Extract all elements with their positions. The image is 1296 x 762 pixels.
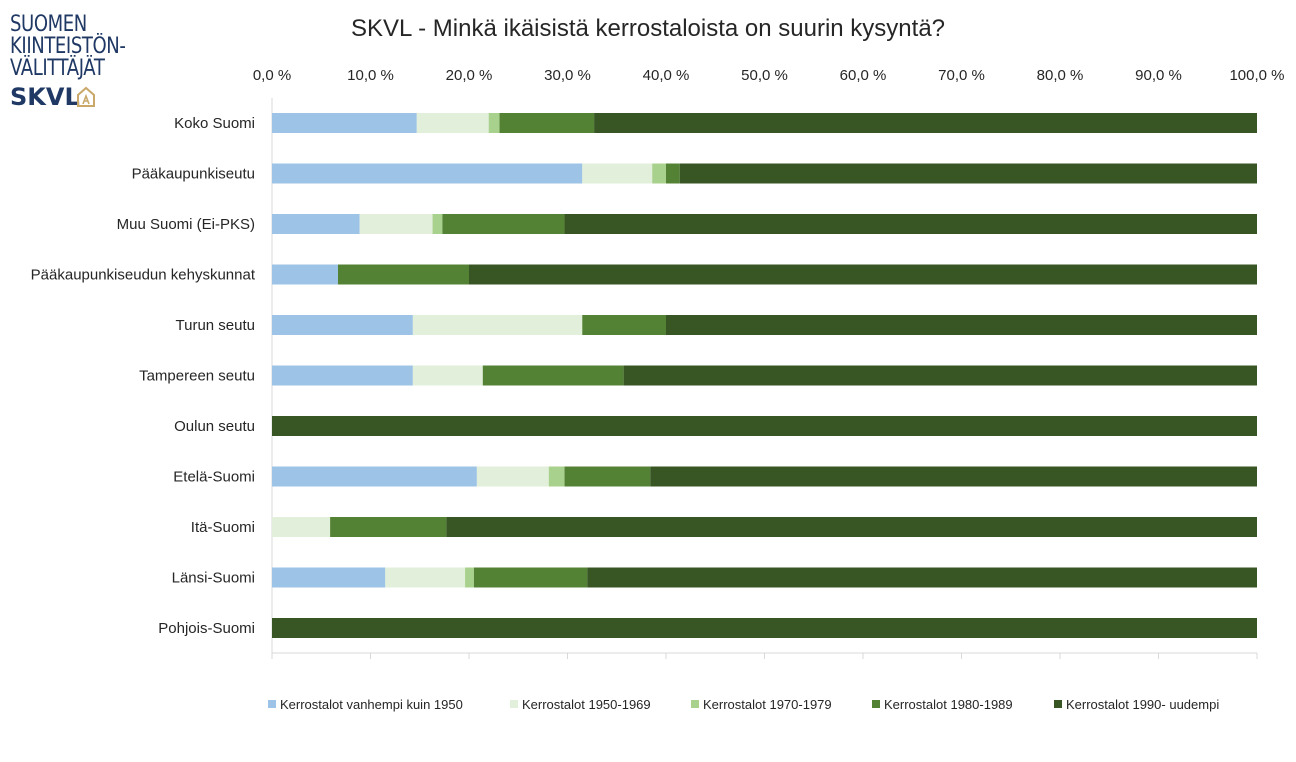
bar-segment xyxy=(272,113,417,133)
x-tick-label: 70,0 % xyxy=(938,67,985,84)
bar-segment xyxy=(412,315,583,335)
bars xyxy=(272,113,1258,638)
bar-segment xyxy=(272,416,1257,436)
bar-segment xyxy=(412,365,483,386)
bar-segment xyxy=(272,214,360,234)
bar-segment xyxy=(548,466,565,487)
category-axis: Koko Suomi Pääkaupunkiseutu Muu Suomi (Ei-… xyxy=(31,115,256,637)
category-label: Länsi-Suomi xyxy=(172,570,255,587)
bar-segment xyxy=(623,365,1257,386)
bar-segment xyxy=(652,163,666,184)
logo-line-3: VÄLITTÄJÄT xyxy=(10,56,105,81)
x-tick-label: 20,0 % xyxy=(446,67,493,84)
x-tick-label: 50,0 % xyxy=(741,67,788,84)
x-tick-label: 30,0 % xyxy=(544,67,591,84)
category-label: Pääkaupunkiseutu xyxy=(132,166,255,183)
logo-line-1: SUOMEN xyxy=(10,12,87,37)
category-label: Etelä-Suomi xyxy=(173,469,255,486)
chart-title: SKVL - Minkä ikäisistä kerrostaloista on… xyxy=(350,15,946,42)
x-tick-label: 40,0 % xyxy=(643,67,690,84)
legend-label: Kerrostalot 1990- uudempi xyxy=(1066,697,1219,712)
legend-label: Kerrostalot 1980-1989 xyxy=(884,697,1013,712)
bar-segment xyxy=(416,113,489,133)
bar-segment xyxy=(337,264,469,285)
category-label: Oulun seutu xyxy=(174,418,255,435)
bar-segment xyxy=(359,214,433,234)
bar-segment xyxy=(442,214,565,234)
skvl-logo: SUOMEN KIINTEISTÖN- VÄLITTÄJÄT SKVL xyxy=(10,12,170,112)
category-label: Koko Suomi xyxy=(174,115,255,132)
category-label: Tampereen seutu xyxy=(139,368,255,385)
bar-segment xyxy=(587,567,1257,588)
bar-segment xyxy=(679,163,1257,184)
x-tick-label: 90,0 % xyxy=(1135,67,1182,84)
bar-segment xyxy=(564,214,1257,234)
legend-label: Kerrostalot 1950-1969 xyxy=(522,697,651,712)
bar-segment xyxy=(330,517,447,537)
bar-segment xyxy=(465,567,474,588)
bar-segment xyxy=(469,264,1257,285)
bar-segment xyxy=(582,163,653,184)
legend: Kerrostalot vanhempi kuin 1950 Kerrostalo… xyxy=(268,697,1219,712)
bar-segment xyxy=(432,214,443,234)
bar-segment xyxy=(272,365,413,386)
legend-label: Kerrostalot vanhempi kuin 1950 xyxy=(280,697,463,712)
bar-segment xyxy=(473,567,588,588)
bar-segment xyxy=(446,517,1258,537)
legend-swatch xyxy=(691,700,699,708)
bar-segment xyxy=(272,163,583,184)
x-tick-label: 60,0 % xyxy=(840,67,887,84)
bar-segment xyxy=(476,466,549,487)
bar-segment xyxy=(666,315,1257,335)
bar-segment xyxy=(650,466,1257,487)
bar-segment xyxy=(482,365,624,386)
house-icon xyxy=(77,86,95,107)
bar-segment xyxy=(272,567,386,588)
legend-swatch xyxy=(268,700,276,708)
bar-segment xyxy=(499,113,595,133)
legend-swatch xyxy=(872,700,880,708)
category-label: Pääkaupunkiseudun kehyskunnat xyxy=(31,267,256,284)
category-label: Turun seutu xyxy=(176,317,256,334)
category-label: Pohjois-Suomi xyxy=(158,620,255,637)
bar-segment xyxy=(594,113,1257,133)
bar-segment xyxy=(272,264,338,285)
bar-segment xyxy=(272,466,477,487)
logo-line-2: KIINTEISTÖN- xyxy=(10,34,126,59)
logo-brand: SKVL xyxy=(10,83,80,111)
bar-segment xyxy=(488,113,500,133)
bar-segment xyxy=(272,517,331,537)
legend-label: Kerrostalot 1970-1979 xyxy=(703,697,832,712)
bar-segment xyxy=(272,315,413,335)
legend-swatch xyxy=(510,700,518,708)
x-tick-label: 80,0 % xyxy=(1037,67,1084,84)
x-axis: 0,0 % 10,0 % 20,0 % 30,0 % 40,0 % 50,0 % 60,0 … xyxy=(253,67,1285,659)
category-label: Muu Suomi (Ei-PKS) xyxy=(117,216,255,233)
legend-swatch xyxy=(1054,700,1062,708)
bar-segment xyxy=(582,315,666,335)
bar-segment xyxy=(564,466,651,487)
bar-segment xyxy=(272,618,1257,638)
bar-segment xyxy=(385,567,466,588)
x-tick-label: 10,0 % xyxy=(347,67,394,84)
bar-segment xyxy=(666,163,680,184)
category-label: Itä-Suomi xyxy=(191,519,255,536)
x-tick-label: 0,0 % xyxy=(253,67,291,84)
x-tick-label: 100,0 % xyxy=(1229,67,1284,84)
